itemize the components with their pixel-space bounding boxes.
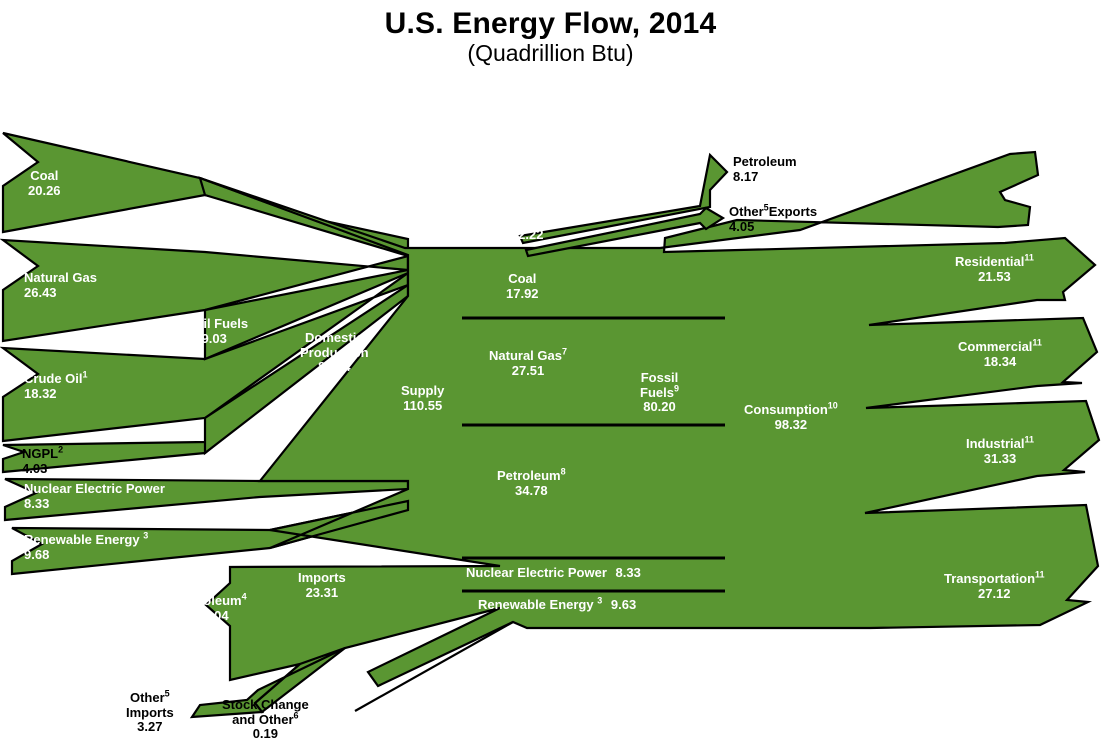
label-ngpl: NGPL2 4.03	[22, 444, 64, 476]
footnote-marker: 4	[241, 591, 247, 602]
footnote-marker: 11	[1032, 337, 1042, 348]
footnote-marker: 7	[561, 346, 567, 357]
label-fossil-fuels-consumption: Fossil Fuels9 80.20	[640, 370, 679, 415]
label-petroleum-imports: Petroleum4 20.04	[178, 591, 247, 623]
label-natural-gas-production: Natural Gas 26.43	[24, 270, 97, 300]
label-petroleum-exports: Petroleum 8.17	[733, 154, 797, 184]
label-residential: Residential11 21.53	[955, 252, 1034, 284]
footnote-marker: 9	[673, 383, 679, 394]
label-imports: Imports 23.31	[298, 570, 346, 600]
footnote-marker: 11	[1035, 569, 1045, 580]
label-fossil-fuels-production: Fossil Fuels 69.03	[173, 316, 249, 346]
flow-exports-other	[524, 206, 726, 258]
title-block: U.S. Energy Flow, 2014 (Quadrillion Btu)	[0, 7, 1101, 67]
label-industrial: Industrial11 31.33	[966, 434, 1035, 466]
label-commercial: Commercial11 18.34	[958, 337, 1042, 369]
page-title: U.S. Energy Flow, 2014	[384, 7, 717, 40]
footnote-marker: 5	[164, 688, 170, 699]
label-other-exports: Other5Exports 4.05	[729, 202, 818, 234]
footnote-marker: 10	[827, 400, 838, 411]
flow-other-imports	[189, 646, 346, 719]
label-nuclear-consumption: Nuclear Electric Power 8.33	[466, 565, 641, 580]
flow-exports-petroleum	[518, 152, 729, 245]
flow-supply-body	[199, 150, 1101, 714]
label-renewable-production: Renewable Energy 3 9.68	[24, 530, 149, 562]
label-crude-oil: Crude Oil1 18.32	[24, 369, 88, 401]
footnote-marker: 3	[597, 595, 603, 606]
footnote-marker: 11	[1024, 434, 1035, 445]
footnote-marker: 3	[143, 530, 149, 541]
footnote-marker: 6	[293, 710, 299, 721]
label-coal-supply: Coal 17.92	[506, 271, 539, 301]
label-domestic-production: Domestic Production 87.04	[300, 330, 369, 375]
leader-stock-change	[354, 621, 514, 712]
label-coal-production: Coal 20.26	[28, 168, 61, 198]
footnote-marker: 5	[763, 202, 769, 213]
label-stock-change: Stock Change and Other6 0.19	[222, 697, 309, 742]
footnote-marker: 1	[82, 369, 88, 380]
footnote-marker: 2	[58, 444, 64, 455]
label-other-imports: Other5 Imports 3.27	[126, 688, 174, 735]
label-petroleum-supply: Petroleum8 34.78	[497, 466, 566, 498]
label-natural-gas-supply: Natural Gas7 27.51	[489, 346, 567, 378]
label-nuclear-production: Nuclear Electric Power 8.33	[24, 481, 165, 511]
label-consumption: Consumption10 98.32	[744, 400, 838, 432]
footnote-marker: 11	[1024, 252, 1034, 263]
label-exports: Exports 12.22	[503, 212, 552, 242]
label-supply: Supply 110.55	[401, 383, 445, 413]
label-renewable-consumption: Renewable Energy 3 9.63	[478, 595, 637, 612]
footnote-marker: 8	[560, 466, 566, 477]
label-transportation: Transportation11 27.12	[944, 569, 1045, 601]
page-subtitle: (Quadrillion Btu)	[467, 40, 634, 67]
